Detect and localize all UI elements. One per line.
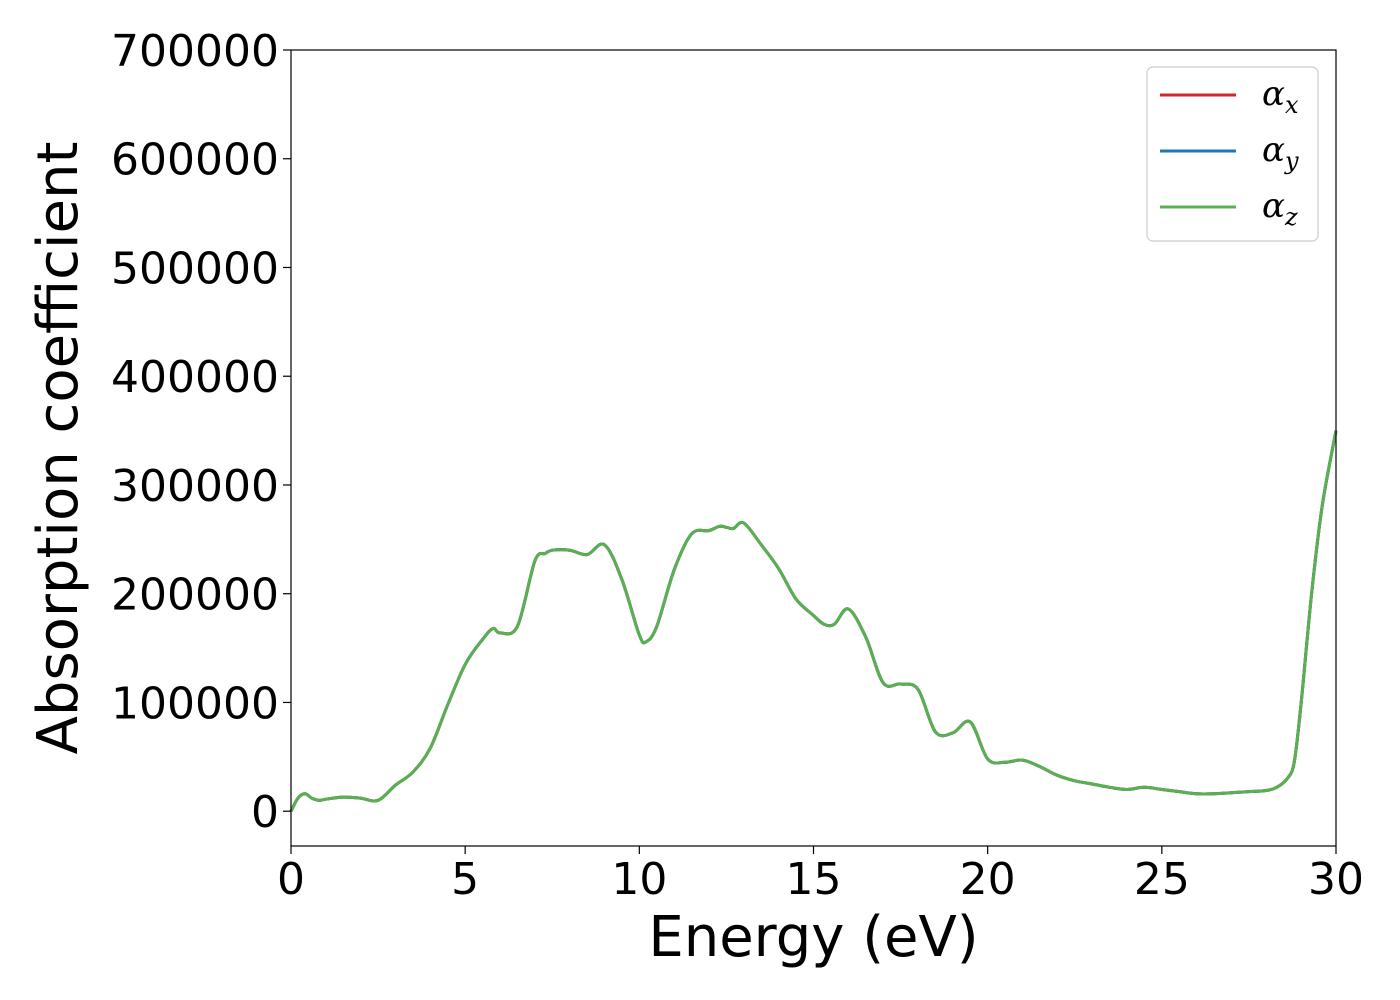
y-axis-ticks: 0 100000 200000 300000 400000 500000 600000 700… [111,26,291,838]
y-tick-label: 400000 [111,352,279,403]
y-tick-label: 300000 [111,461,279,512]
legend-label-alpha-y: αy [1262,130,1299,175]
series-layer [289,430,1338,812]
x-axis-ticks: 0 5 10 15 20 25 30 [277,846,1364,905]
y-tick-label: 700000 [111,26,279,77]
legend: αx αy αz [1146,66,1319,242]
x-axis-title: Energy (eV) [648,905,978,970]
y-tick-label: 500000 [111,243,279,294]
y-tick-label: 0 [251,787,279,838]
legend-label-alpha-x: αx [1262,74,1299,119]
x-tick-label: 20 [960,854,1016,905]
x-tick-label: 15 [786,854,842,905]
x-tick-label: 5 [451,854,479,905]
x-tick-label: 25 [1134,854,1190,905]
x-tick-label: 10 [611,854,667,905]
y-tick-label: 200000 [111,570,279,621]
y-tick-label: 100000 [111,678,279,729]
x-tick-label: 30 [1308,854,1364,905]
legend-label-alpha-z: αz [1262,186,1298,231]
series-line-alpha-z [289,430,1338,812]
x-tick-label: 0 [277,854,305,905]
y-axis-title: Absorption coefficient [26,142,91,755]
legend-box [1146,66,1319,242]
y-tick-label: 600000 [111,135,279,186]
